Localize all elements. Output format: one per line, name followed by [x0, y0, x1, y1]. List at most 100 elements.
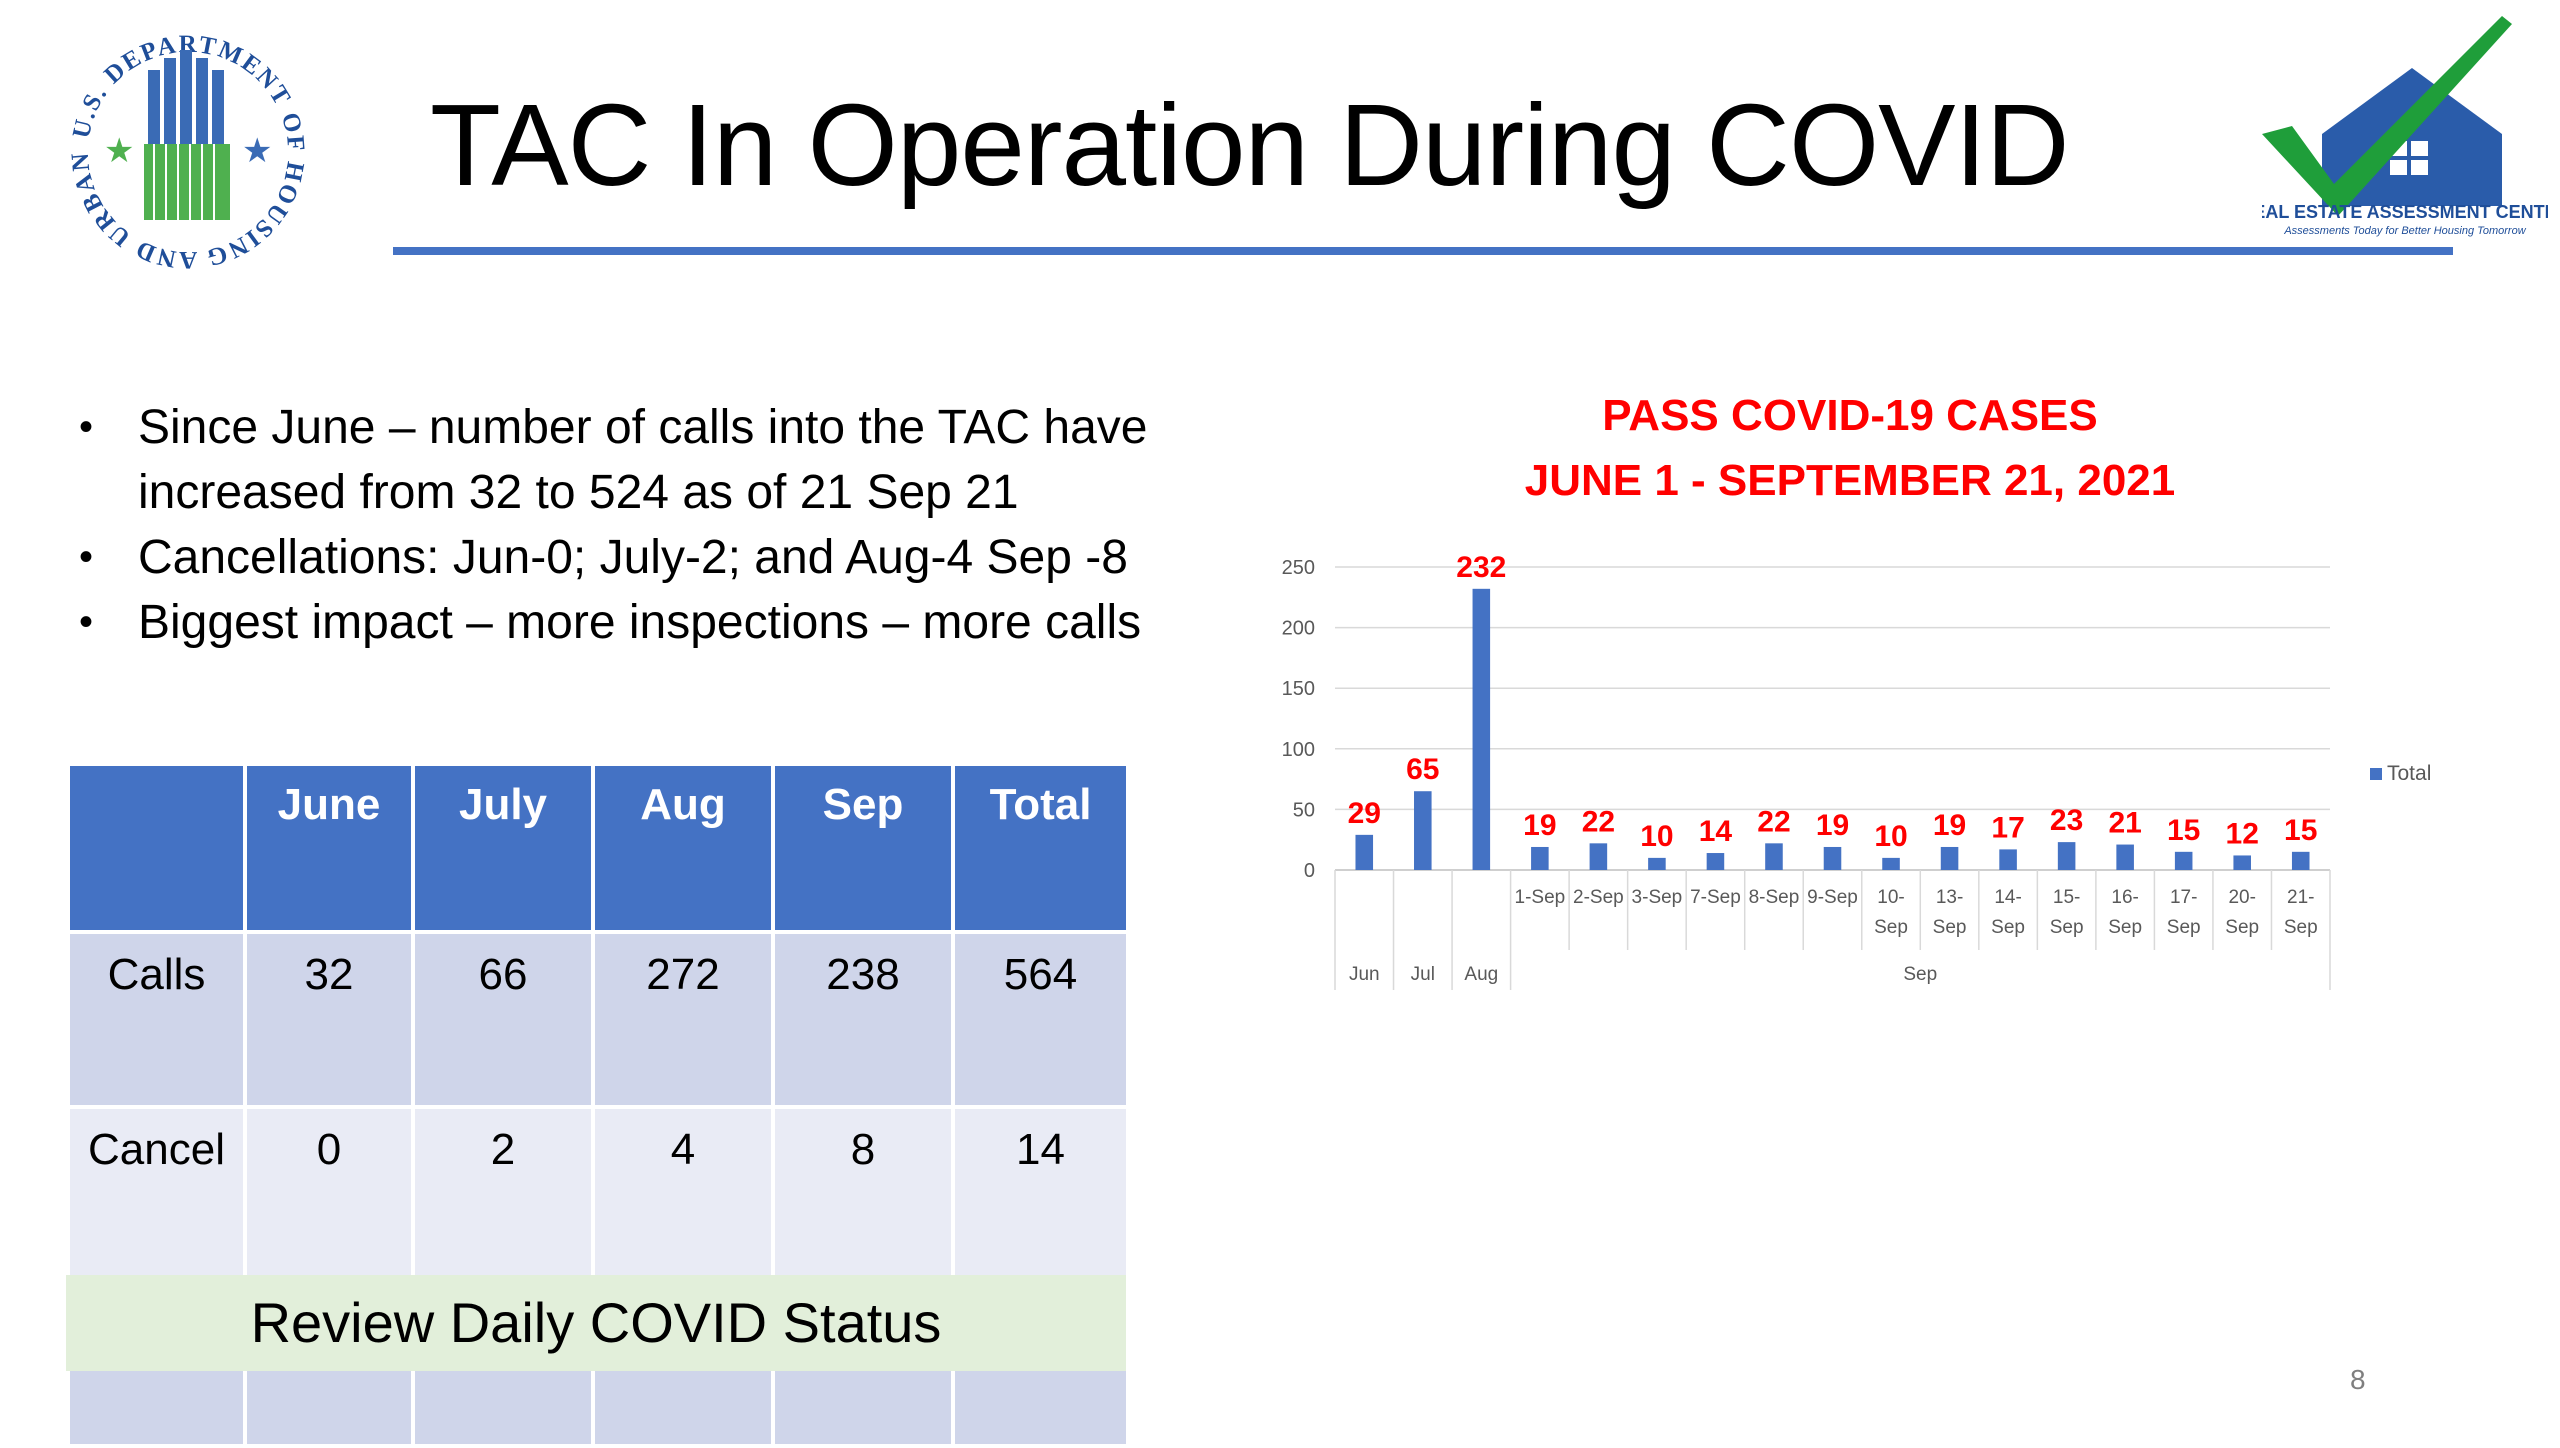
table-cell: 14 — [951, 1105, 1130, 1284]
x-tick-label: 2-Sep — [1573, 887, 1624, 908]
chart-title-line: PASS COVID-19 CASES — [1602, 391, 2098, 440]
data-label: 29 — [1348, 797, 1381, 830]
data-label: 14 — [1699, 815, 1733, 848]
chart-bar — [1706, 853, 1725, 870]
data-label: 10 — [1874, 820, 1907, 853]
chart-title-line: JUNE 1 - SEPTEMBER 21, 2021 — [1525, 456, 2175, 505]
table-cell: 272 — [591, 930, 775, 1109]
x-tick-label: Sep — [1933, 917, 1967, 938]
x-tick-label: Sep — [2167, 917, 2201, 938]
chart-bar — [1531, 846, 1549, 870]
x-tick-label: 14- — [1994, 887, 2021, 908]
reac-logo: REAL ESTATE ASSESSMENT CENTER Assessment… — [2262, 16, 2548, 237]
chart-bar — [1882, 857, 1900, 870]
y-tick-label: 250 — [1282, 557, 1315, 579]
x-tick-label: 16- — [2111, 887, 2138, 908]
x-tick-label: 7-Sep — [1690, 887, 1741, 908]
y-tick-label: 200 — [1282, 618, 1315, 640]
x-tick-label: Aug — [1464, 964, 1498, 985]
table-header-cell: July — [411, 762, 595, 934]
data-label: 10 — [1640, 820, 1673, 853]
x-group-label: Sep — [1903, 964, 1937, 985]
x-tick-label: Sep — [2284, 917, 2318, 938]
table-cell: 4 — [591, 1105, 775, 1284]
hud-building-icon — [144, 50, 230, 220]
x-tick-label: 8-Sep — [1749, 887, 1800, 908]
x-tick-label: Jul — [1411, 964, 1435, 985]
x-tick-label: 10- — [1877, 887, 1904, 908]
legend-swatch — [2370, 768, 2382, 780]
chart-bar — [1940, 846, 1959, 870]
chart-bar — [2116, 844, 2134, 870]
x-tick-label: 17- — [2170, 887, 2197, 908]
bullet-item: • Biggest impact – more inspections – mor… — [75, 590, 1205, 655]
reac-logo-tagline: Assessments Today for Better Housing Tom… — [2283, 225, 2526, 237]
chart-bar — [1648, 857, 1666, 870]
x-tick-label: 3-Sep — [1632, 887, 1683, 908]
y-tick-label: 0 — [1304, 860, 1315, 882]
star-icon: ★ — [104, 132, 134, 170]
chart-bar — [1472, 588, 1491, 870]
data-label: 22 — [1757, 805, 1790, 838]
table-row: Cancel 0 2 4 8 14 — [66, 1105, 1130, 1284]
chart-bar — [2233, 855, 2251, 870]
bullet-text: Biggest impact – more inspections – more… — [138, 596, 1142, 649]
table-cell: 564 — [951, 930, 1130, 1109]
data-label: 232 — [1456, 551, 1506, 584]
reac-logo-name: REAL ESTATE ASSESSMENT CENTER — [2262, 202, 2548, 222]
table-header-row: June July Aug Sep Total — [66, 762, 1130, 934]
chart-bar — [1414, 791, 1432, 870]
title-divider — [393, 247, 2453, 255]
x-tick-label: Sep — [2050, 917, 2084, 938]
chart-bar — [1765, 843, 1783, 870]
table-cell: 238 — [771, 930, 955, 1109]
x-tick-label: 9-Sep — [1807, 887, 1858, 908]
bullet-icon: • — [79, 535, 94, 579]
chart-bar — [1823, 846, 1842, 870]
table-row: Calls 32 66 272 238 564 — [66, 930, 1130, 1109]
data-label: 12 — [2226, 817, 2259, 850]
table-header-cell: Total — [951, 762, 1130, 934]
data-label: 19 — [1523, 809, 1556, 842]
bullet-text: Cancellations: Jun-0; July-2; and Aug-4 … — [138, 531, 1128, 584]
bullet-icon: • — [79, 405, 94, 449]
chart-bar — [1589, 843, 1608, 870]
x-tick-label: 15- — [2053, 887, 2080, 908]
x-tick-label: Sep — [1874, 917, 1908, 938]
data-label: 23 — [2050, 804, 2083, 837]
bullet-item: • Cancellations: Jun-0; July-2; and Aug-4… — [75, 525, 1205, 590]
chart-bar — [1355, 834, 1374, 870]
x-tick-label: Sep — [2225, 917, 2259, 938]
bullet-text: Since June – number of calls into the TA… — [138, 401, 1148, 519]
data-label: 19 — [1933, 809, 1966, 842]
x-tick-label: Sep — [1991, 917, 2025, 938]
covid-cases-chart: PASS COVID-19 CASES JUNE 1 - SEPTEMBER 2… — [1282, 391, 2431, 990]
checkmark-icon — [2262, 16, 2512, 216]
table-cell: 66 — [411, 930, 595, 1109]
data-label: 65 — [1406, 753, 1439, 786]
review-status-banner: Review Daily COVID Status — [66, 1275, 1126, 1371]
y-tick-label: 150 — [1282, 678, 1315, 700]
y-tick-label: 50 — [1293, 799, 1315, 821]
page-number: 8 — [2350, 1364, 2366, 1395]
table-cell: 32 — [243, 930, 415, 1109]
bullet-item: • Since June – number of calls into the T… — [75, 395, 1205, 525]
bullet-list: • Since June – number of calls into the T… — [75, 395, 1205, 655]
chart-bar — [1999, 849, 2017, 870]
table-cell: 2 — [411, 1105, 595, 1284]
x-tick-label: Sep — [2108, 917, 2142, 938]
chart-bar — [2174, 851, 2193, 870]
y-tick-label: 100 — [1282, 739, 1315, 761]
data-label: 21 — [2108, 807, 2141, 840]
data-label: 15 — [2167, 814, 2200, 847]
bullet-icon: • — [79, 600, 94, 644]
data-label: 17 — [1991, 811, 2024, 844]
data-label: 22 — [1582, 805, 1615, 838]
page-title: TAC In Operation During COVID — [430, 80, 2070, 210]
star-icon: ★ — [242, 132, 272, 170]
table-header-cell: Sep — [771, 762, 955, 934]
x-tick-label: Jun — [1349, 964, 1380, 985]
table-header-cell: June — [243, 762, 415, 934]
x-tick-label: 1-Sep — [1515, 887, 1566, 908]
data-label: 15 — [2284, 814, 2317, 847]
